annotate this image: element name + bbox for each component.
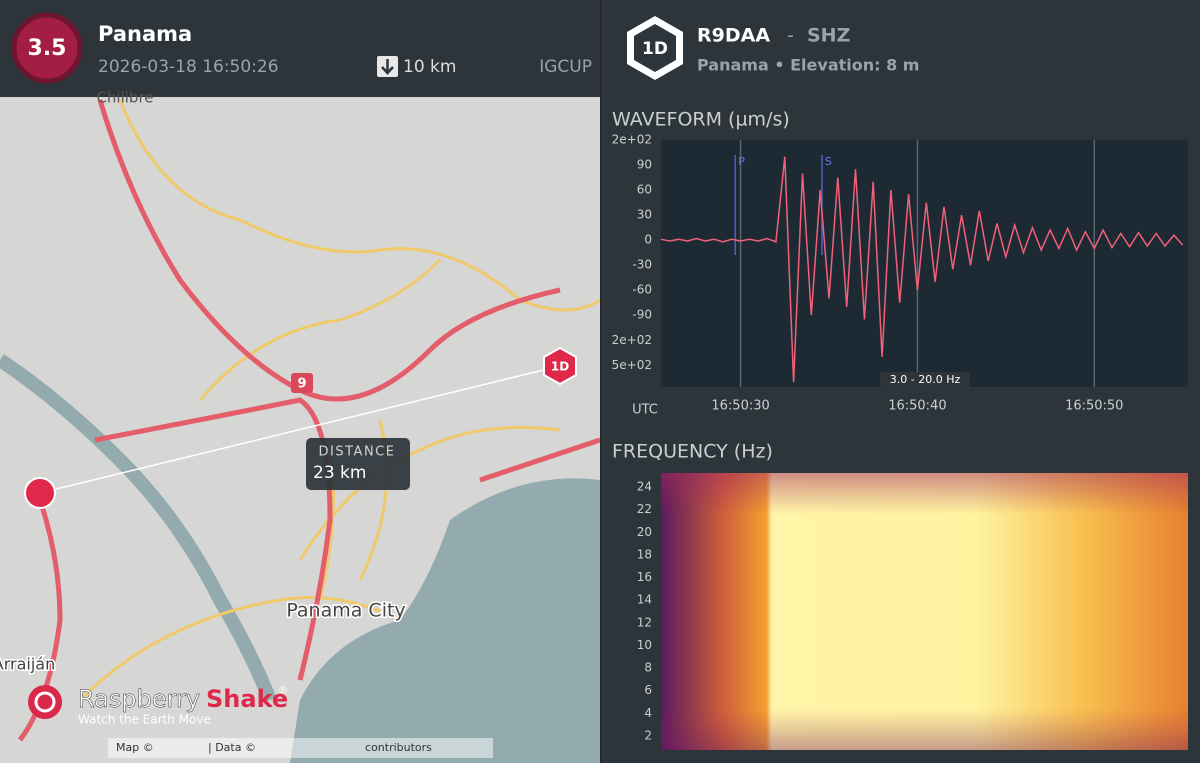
- y-tick-label: 90: [637, 158, 652, 172]
- waveform-trace: [660, 156, 1184, 383]
- filter-label: 3.0 - 20.0 Hz: [890, 373, 961, 386]
- y-tick-label: -60: [632, 283, 652, 297]
- logo-icon-ring: [34, 691, 56, 713]
- logo-tagline: Watch the Earth Move: [78, 713, 211, 727]
- y-tick-label: 0: [644, 233, 652, 247]
- y-tick-label: 30: [637, 208, 652, 222]
- attribution: contributors: [365, 741, 432, 754]
- x-tick-label: 16:50:50: [1065, 399, 1123, 414]
- station-location: Panama • Elevation: 8 m: [697, 56, 919, 75]
- y-tick-label: 2e+02: [612, 333, 652, 347]
- y-tick-label: 18: [637, 547, 652, 561]
- y-tick-label: 12: [637, 615, 652, 629]
- y-tick-label: 4: [644, 706, 652, 720]
- map-river: [0, 354, 277, 703]
- map-label: Panama City: [286, 600, 405, 622]
- y-tick-label: 60: [637, 183, 652, 197]
- magnitude: 3.5: [28, 36, 67, 61]
- y-tick-label: 6: [644, 683, 652, 697]
- x-tick-label: 16:50:30: [711, 399, 769, 414]
- logo-icon: [28, 685, 62, 719]
- pick-label: P: [738, 155, 745, 168]
- waveform-title: WAVEFORM (µm/s): [612, 109, 790, 131]
- epicenter-marker[interactable]: [24, 477, 56, 509]
- attribution: Map ©: [116, 741, 154, 754]
- distance-value: 23 km: [313, 463, 366, 483]
- y-tick-label: 2: [644, 728, 652, 742]
- station-channel: SHZ: [807, 25, 850, 47]
- y-tick-label: 5e+02: [612, 358, 652, 372]
- time-zone: UTC: [632, 403, 658, 418]
- waveform-plot: [661, 140, 1188, 387]
- y-tick-label: 10: [637, 638, 652, 652]
- station-marker[interactable]: [543, 346, 577, 386]
- distance-box: [306, 438, 410, 490]
- y-tick-label: 2e+02: [612, 133, 652, 147]
- frequency-title: FREQUENCY (Hz): [612, 441, 773, 463]
- attribution: | Data ©: [208, 741, 256, 754]
- map-label: Chilibre: [96, 89, 153, 107]
- event-region: Panama: [98, 22, 192, 46]
- route-number: 9: [297, 377, 306, 392]
- station-code: R9DAA: [697, 25, 770, 47]
- y-tick-label: 22: [637, 502, 652, 516]
- station-separator: -: [787, 25, 794, 47]
- route-shield: [291, 373, 313, 393]
- y-tick-label: -30: [632, 258, 652, 272]
- map-highways: [17, 99, 601, 742]
- y-tick-label: 14: [637, 593, 652, 607]
- map-label: Arraiján: [0, 655, 55, 674]
- station-badge-label: 1D: [642, 39, 668, 59]
- magnitude-badge: [11, 12, 83, 84]
- y-tick-label: -90: [632, 308, 652, 322]
- event-header: [0, 0, 600, 97]
- station-badge-inner: [634, 24, 676, 72]
- event-agency: IGCUP: [539, 57, 592, 77]
- x-tick-label: 16:50:40: [888, 399, 946, 414]
- y-tick-label: 8: [644, 661, 652, 675]
- distance-line: [39, 365, 561, 494]
- y-tick-label: 20: [637, 525, 652, 539]
- spectrogram-shade: [661, 473, 1188, 750]
- logo-name: Shake: [206, 685, 288, 713]
- filter-box: [880, 372, 970, 387]
- pick-label: S: [825, 155, 832, 168]
- y-tick-label: 24: [637, 480, 652, 494]
- event-time: 2026-03-18 16:50:26: [98, 57, 279, 77]
- logo-reg: ®: [278, 685, 288, 696]
- event-depth: 10 km: [403, 57, 456, 77]
- y-tick-label: 16: [637, 570, 652, 584]
- logo-name: Raspberry: [78, 685, 200, 713]
- map-sea: [290, 478, 600, 763]
- attribution-box: [108, 738, 493, 758]
- depth-arrow: [381, 59, 394, 75]
- distance-label: DISTANCE: [319, 445, 396, 460]
- map[interactable]: Chilibre Panama City Arraiján 9 1D DISTA…: [0, 89, 601, 763]
- station-marker-label: 1D: [551, 360, 569, 374]
